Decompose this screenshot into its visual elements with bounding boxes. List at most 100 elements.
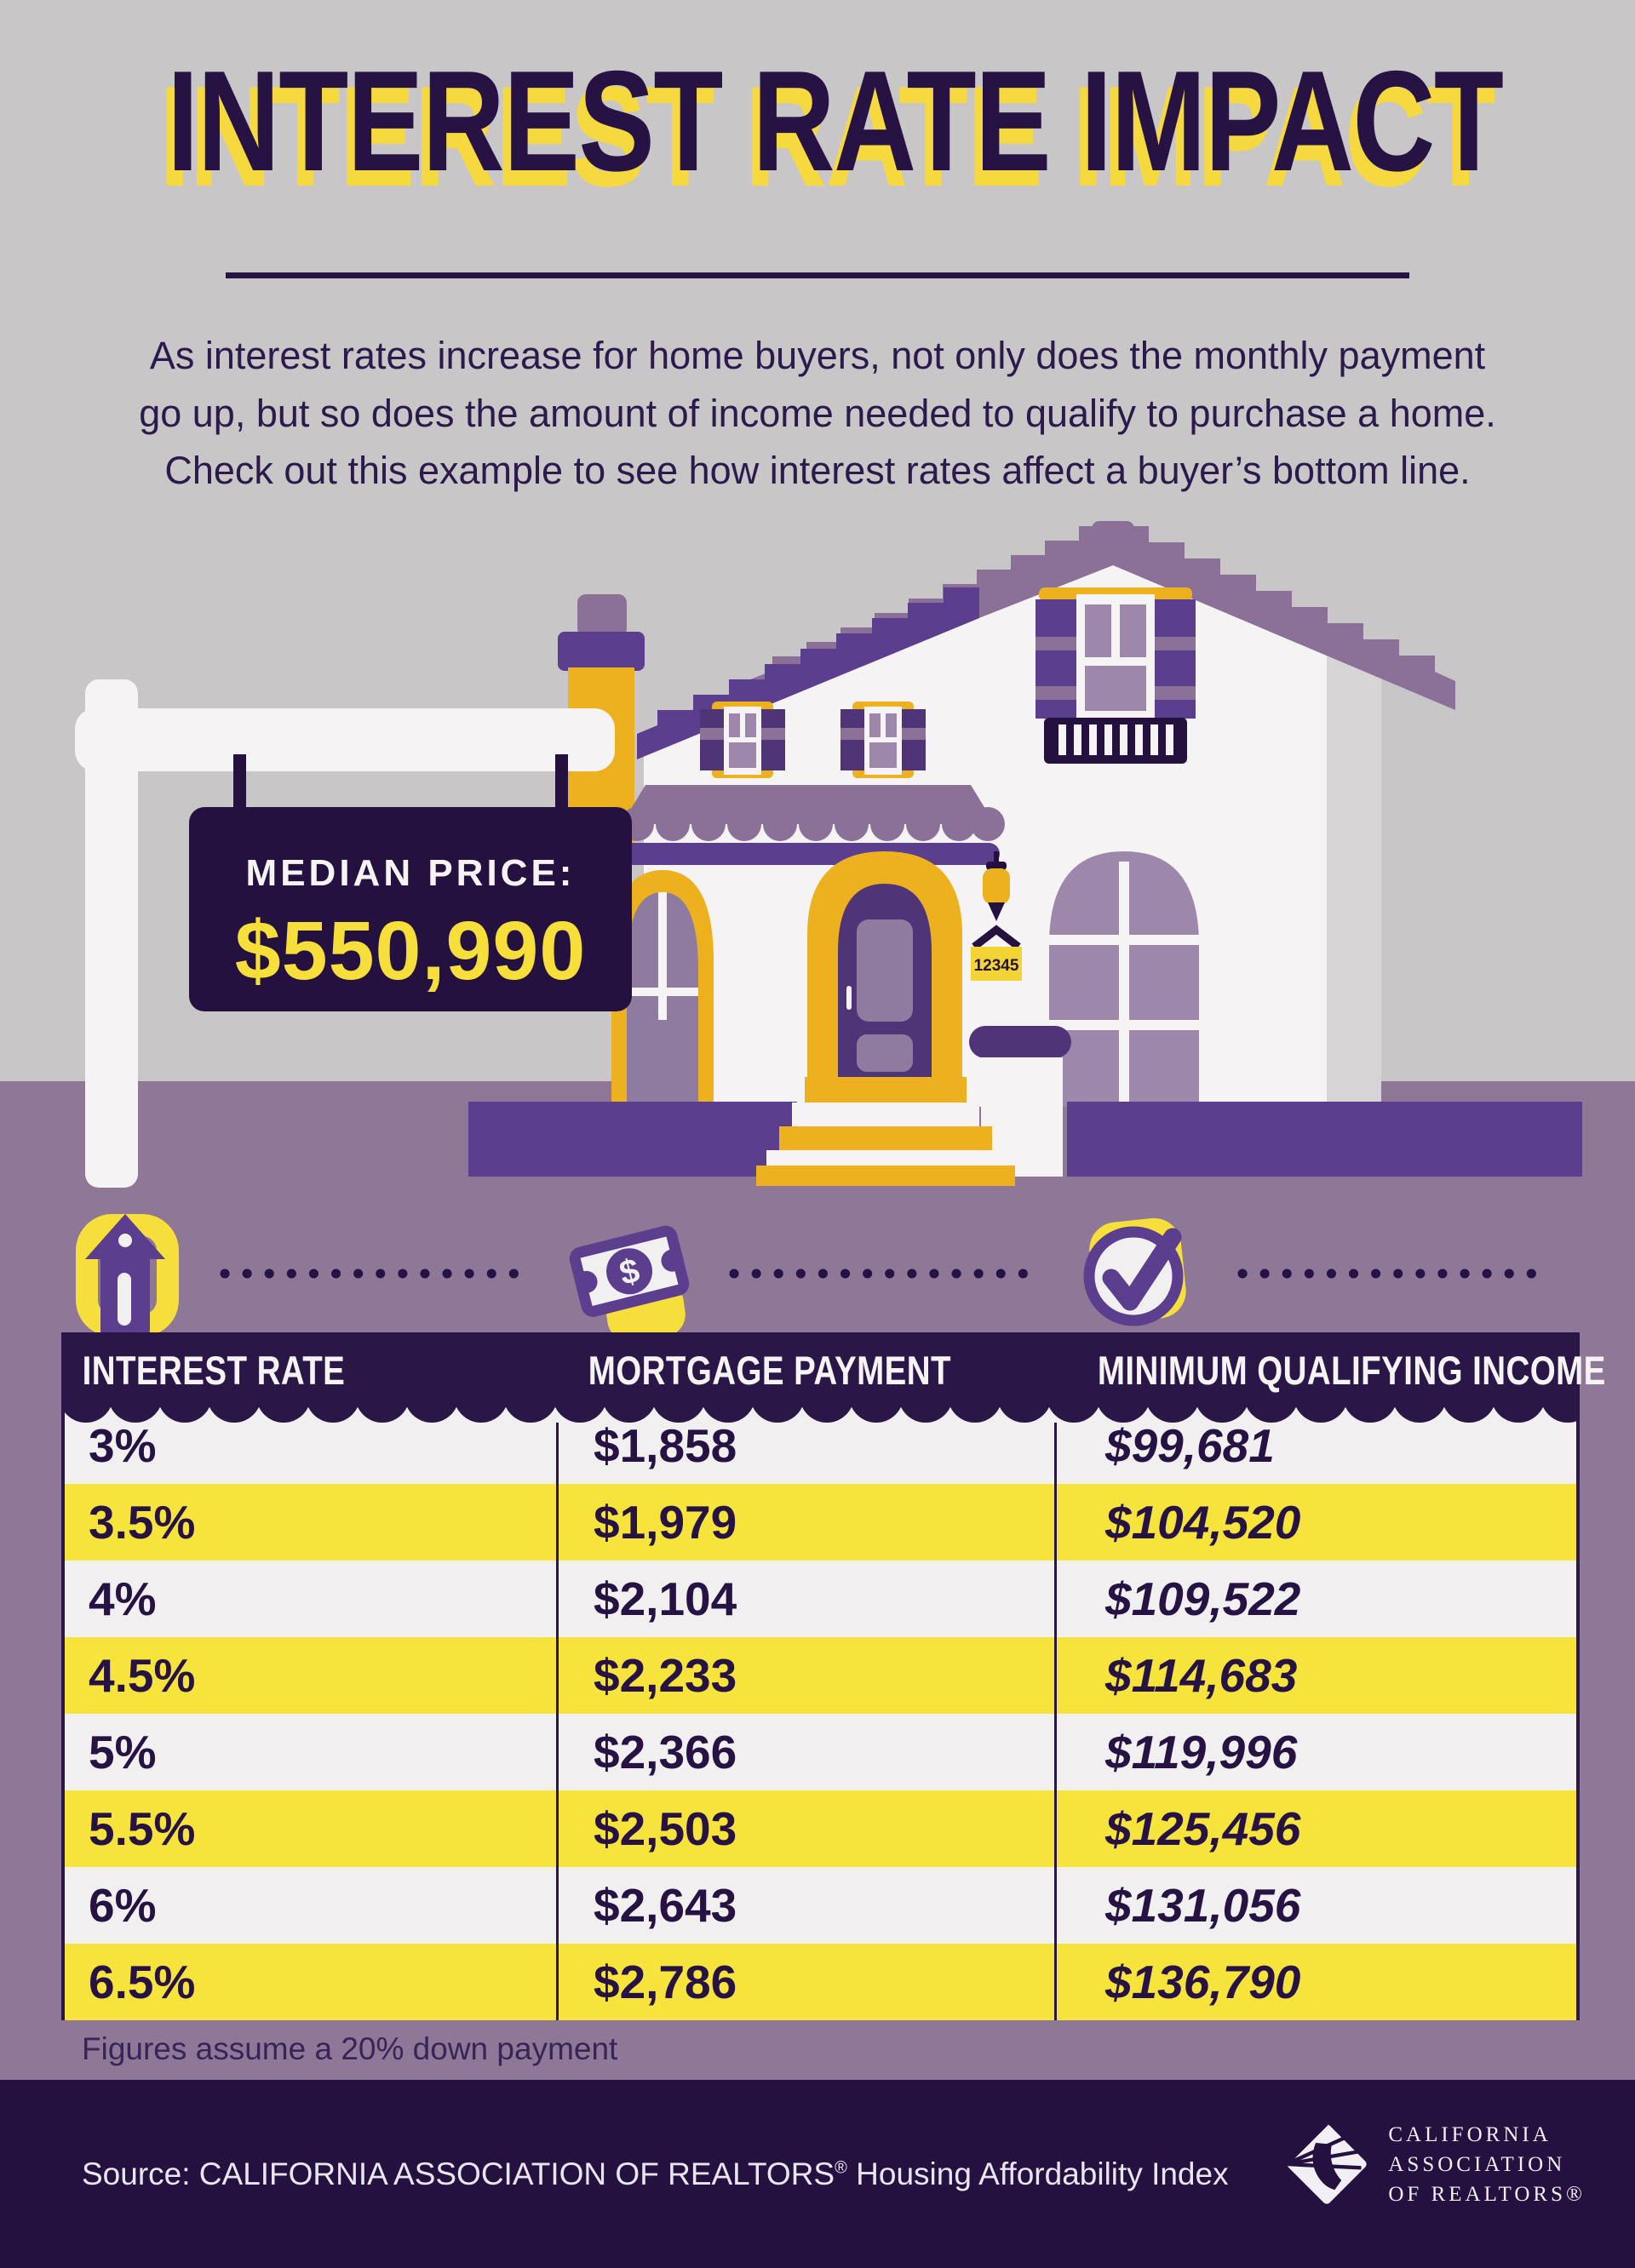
intro-line: Check out this example to see how intere… xyxy=(164,449,1471,492)
column-header-interest-rate: INTEREST RATE xyxy=(82,1347,346,1393)
header-scallop-edge xyxy=(61,1407,1580,1424)
porch-lamp-icon xyxy=(983,851,1010,921)
page-title-text: INTEREST RATE IMPACT xyxy=(167,41,1504,201)
cell-payment: $1,858 xyxy=(594,1419,737,1472)
roof-right-icon xyxy=(1113,526,1455,710)
sign-rod xyxy=(233,754,246,816)
front-door-icon xyxy=(807,851,962,1107)
table-row: 4.5% $2,233 $114,683 xyxy=(65,1637,1576,1714)
california-silhouette-icon xyxy=(1312,2143,1342,2191)
sign-rod xyxy=(555,754,568,816)
arched-window-right-icon xyxy=(1049,851,1199,1107)
source-text-rest: Housing Affordability Index xyxy=(846,2156,1229,2191)
logo-line: ASSOCIATION xyxy=(1388,2152,1566,2176)
logo-line: OF REALTORS® xyxy=(1388,2182,1586,2206)
address-bracket-icon xyxy=(972,925,1021,950)
car-logo-text: CALIFORNIA ASSOCIATION OF REALTORS® xyxy=(1388,2120,1586,2209)
dollar-bill-icon: $ xyxy=(569,1225,689,1342)
checkmark-icon xyxy=(1083,1217,1187,1326)
logo-line: CALIFORNIA xyxy=(1388,2122,1552,2146)
table-body: 3% $1,858 $99,681 3.5% $1,979 $104,520 4% $2,… xyxy=(61,1407,1580,2020)
cell-rate: 3.5% xyxy=(89,1496,196,1549)
upper-window-shutter-icon xyxy=(1036,599,1081,719)
home-up-arrow-icon xyxy=(76,1213,179,1337)
sign-label: MEDIAN PRICE: xyxy=(246,852,576,894)
window-mullion xyxy=(1085,657,1146,666)
address-plate xyxy=(971,947,1022,981)
pillar-cap xyxy=(969,1026,1071,1058)
cell-payment: $2,233 xyxy=(594,1649,737,1702)
table-row: 6.5% $2,786 $136,790 xyxy=(65,1944,1576,2020)
cell-income: $125,456 xyxy=(1105,1802,1301,1855)
roof-ridge-icon xyxy=(1092,521,1134,536)
sign-price: $550,990 xyxy=(235,904,587,997)
house-side-wall xyxy=(1327,630,1381,1107)
cell-income: $104,520 xyxy=(1105,1496,1301,1549)
cell-payment: $2,643 xyxy=(594,1879,737,1932)
footnote: Figures assume a 20% down payment xyxy=(82,2031,618,2066)
cell-rate: 6% xyxy=(89,1879,157,1932)
address-number: 12345 xyxy=(974,957,1019,975)
for-sale-sign: MEDIAN PRICE: $550,990 xyxy=(75,679,632,1188)
cell-income: $131,056 xyxy=(1105,1879,1301,1932)
cell-payment: $1,979 xyxy=(594,1496,737,1549)
awning-icon xyxy=(618,785,1005,865)
hedge-right xyxy=(1067,1102,1582,1177)
chimney-cap-icon xyxy=(558,632,645,671)
table-row: 3.5% $1,979 $104,520 xyxy=(65,1484,1576,1561)
arched-window-left-icon xyxy=(611,870,714,1107)
small-window-icon xyxy=(700,702,785,778)
source-line: Source: CALIFORNIA ASSOCIATION OF REALTO… xyxy=(82,2156,1229,2192)
window-mullion xyxy=(1111,604,1120,664)
cell-rate: 4.5% xyxy=(89,1649,196,1702)
cell-payment: $2,366 xyxy=(594,1726,737,1778)
source-text: Source: CALIFORNIA ASSOCIATION OF REALTO… xyxy=(82,2156,835,2191)
cell-payment: $2,503 xyxy=(594,1802,737,1855)
balcony-bars xyxy=(1058,724,1173,755)
cell-income: $114,683 xyxy=(1105,1649,1298,1702)
shutter-stripe xyxy=(1036,637,1081,650)
house-illustration: 12345 MEDIAN PRICE: $550,990 xyxy=(75,521,1582,1188)
column-header-mortgage-payment: MORTGAGE PAYMENT xyxy=(588,1347,951,1393)
upper-window-shutter-icon xyxy=(1150,599,1196,719)
cell-income: $119,996 xyxy=(1105,1726,1298,1778)
intro-line: go up, but so does the amount of income … xyxy=(139,391,1496,435)
column-divider xyxy=(556,1423,559,2020)
front-steps xyxy=(756,1077,1015,1186)
intro-paragraph: As interest rates increase for home buye… xyxy=(51,327,1584,500)
page-title: INTEREST RATE IMPACT xyxy=(0,49,1635,192)
cell-income: $136,790 xyxy=(1105,1956,1301,2008)
footer: Source: CALIFORNIA ASSOCIATION OF REALTO… xyxy=(0,2080,1635,2268)
dotted-connector xyxy=(1237,1269,1546,1278)
cell-rate: 3% xyxy=(89,1419,157,1472)
table-row: 5.5% $2,503 $125,456 xyxy=(65,1790,1576,1867)
cell-rate: 4% xyxy=(89,1572,157,1625)
cell-income: $109,522 xyxy=(1105,1572,1301,1625)
dotted-connector xyxy=(729,1269,1037,1278)
small-window-icon xyxy=(840,702,926,778)
title-divider xyxy=(226,272,1409,278)
dotted-connector xyxy=(220,1269,529,1278)
cell-rate: 6.5% xyxy=(89,1956,196,2008)
shutter-stripe xyxy=(1150,637,1196,650)
cell-rate: 5% xyxy=(89,1726,157,1778)
shutter-stripe xyxy=(1150,686,1196,700)
table-header-row: INTEREST RATE MORTGAGE PAYMENT MINIMUM Q… xyxy=(61,1332,1605,1407)
rates-table: INTEREST RATE MORTGAGE PAYMENT MINIMUM Q… xyxy=(61,1332,1605,2020)
sign-arm xyxy=(75,708,615,771)
sign-post xyxy=(85,679,138,1188)
cell-income: $99,681 xyxy=(1105,1419,1275,1472)
cell-payment: $2,104 xyxy=(594,1572,737,1625)
shutter-stripe xyxy=(1036,686,1081,700)
sign-board xyxy=(189,807,632,1011)
car-logo-diamond-icon xyxy=(1285,2122,1367,2204)
table-row: 5% $2,366 $119,996 xyxy=(65,1714,1576,1790)
cell-payment: $2,786 xyxy=(594,1956,737,2008)
car-logo: CALIFORNIA ASSOCIATION OF REALTORS® xyxy=(1279,2100,1586,2228)
table-row: 6% $2,643 $131,056 xyxy=(65,1867,1576,1944)
table-row: 4% $2,104 $109,522 xyxy=(65,1561,1576,1637)
registered-mark: ® xyxy=(835,2158,847,2178)
chimney-top-icon xyxy=(577,594,627,637)
cell-rate: 5.5% xyxy=(89,1802,196,1855)
